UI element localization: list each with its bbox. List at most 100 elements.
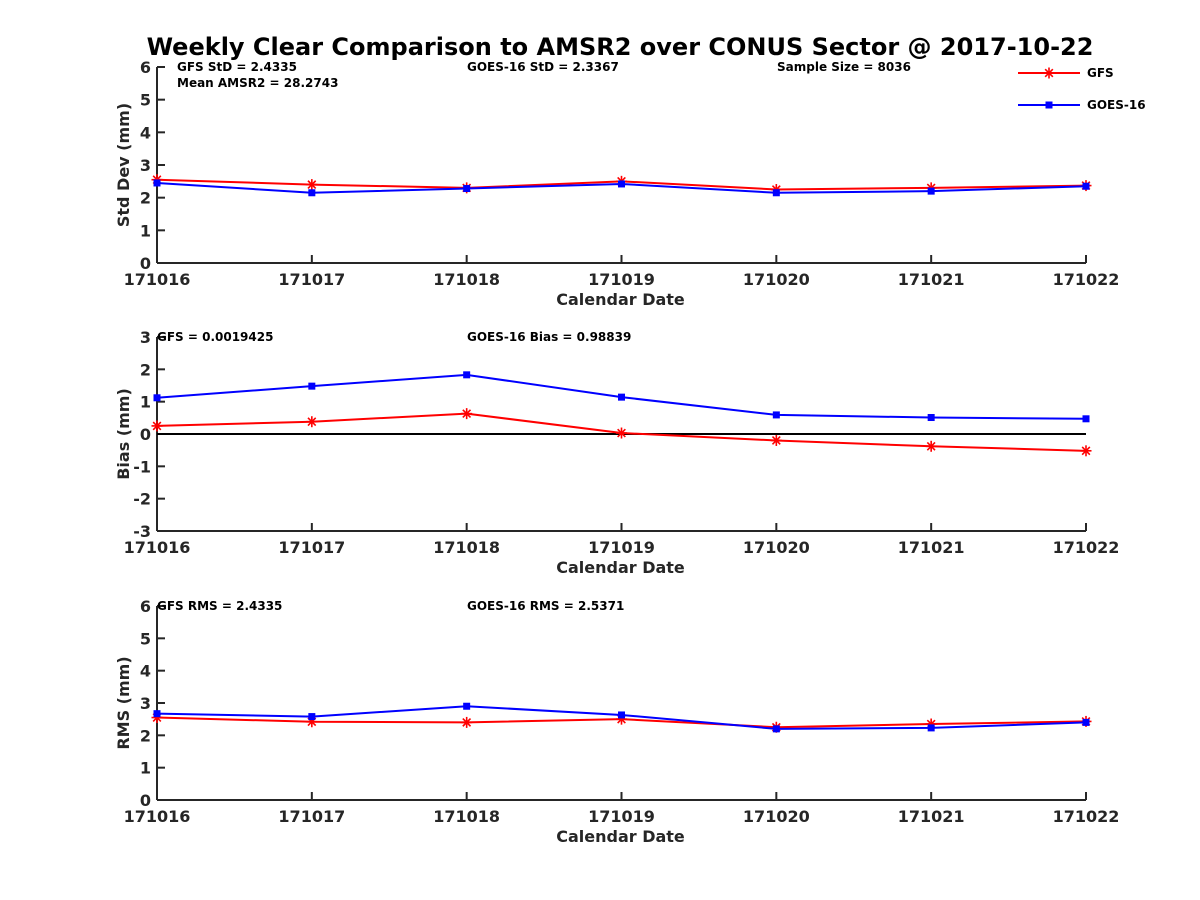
data-point xyxy=(463,371,471,379)
data-point xyxy=(153,394,161,402)
legend-entry-goes-16: GOES-16 xyxy=(1018,98,1146,112)
y-tick-label: 5 xyxy=(140,629,151,648)
data-point xyxy=(1082,182,1090,190)
stat-annotation: GFS StD = 2.4335 xyxy=(177,60,297,74)
y-tick-label: 2 xyxy=(140,189,151,208)
x-tick-label: 171019 xyxy=(588,807,655,826)
data-point xyxy=(308,713,316,721)
data-point xyxy=(463,185,471,193)
x-tick-label: 171021 xyxy=(898,538,965,557)
y-tick-label: 6 xyxy=(140,58,151,77)
y-tick-label: 4 xyxy=(140,662,151,681)
data-point-stroke xyxy=(462,717,472,727)
data-point xyxy=(618,393,625,401)
x-tick-label: 171016 xyxy=(124,807,191,826)
x-tick-label: 171017 xyxy=(278,807,345,826)
series-goes-16 xyxy=(153,371,1090,423)
y-tick-label: 4 xyxy=(140,123,151,142)
y-tick-label: 1 xyxy=(140,759,151,778)
legend-marker xyxy=(1043,67,1055,79)
data-point xyxy=(151,420,163,432)
y-tick-label: 3 xyxy=(140,694,151,713)
x-axis-label: Calendar Date xyxy=(556,558,685,577)
data-point xyxy=(616,427,627,439)
stat-annotation: Mean AMSR2 = 28.2743 xyxy=(177,76,338,90)
x-tick-label: 171019 xyxy=(588,538,655,557)
data-point xyxy=(772,411,780,419)
data-point xyxy=(308,189,316,197)
legend-entry-gfs: GFS xyxy=(1018,66,1114,80)
data-point xyxy=(461,408,473,420)
x-tick-label: 171020 xyxy=(743,538,810,557)
data-point xyxy=(1080,445,1092,457)
x-tick-label: 171018 xyxy=(433,270,500,289)
stat-annotation: Sample Size = 8036 xyxy=(777,60,911,74)
x-tick-label: 171022 xyxy=(1053,270,1120,289)
stat-annotation: GFS RMS = 2.4335 xyxy=(157,599,282,613)
x-tick-label: 171018 xyxy=(433,807,500,826)
y-tick-label: 3 xyxy=(140,156,151,175)
data-point xyxy=(925,440,937,452)
data-point-stroke xyxy=(307,180,317,190)
legend-marker-stroke xyxy=(1044,68,1054,78)
y-tick-label: -1 xyxy=(133,457,151,476)
data-point xyxy=(770,434,782,446)
x-tick-label: 171016 xyxy=(124,538,191,557)
x-tick-label: 171018 xyxy=(433,538,500,557)
data-point xyxy=(927,414,935,422)
data-point xyxy=(618,180,625,188)
y-tick-label: -2 xyxy=(133,490,151,509)
stat-annotation: GOES-16 Bias = 0.98839 xyxy=(467,330,631,344)
x-tick-label: 171017 xyxy=(278,538,345,557)
y-tick-label: 5 xyxy=(140,91,151,110)
x-tick-label: 171017 xyxy=(278,270,345,289)
y-axis-label: Std Dev (mm) xyxy=(114,103,133,227)
data-point xyxy=(772,725,780,733)
y-tick-label: 6 xyxy=(140,597,151,616)
panel-bias: -3 -2 -1 0 1 2 3 171016 171017 171018 171019 171020… xyxy=(114,328,1119,577)
stat-annotation: GFS = 0.0019425 xyxy=(157,330,273,344)
y-tick-label: 0 xyxy=(140,425,151,444)
x-axis-label: Calendar Date xyxy=(556,827,685,846)
y-axis-label: Bias (mm) xyxy=(114,388,133,480)
data-point xyxy=(1082,415,1090,423)
series-goes-16 xyxy=(153,702,1090,733)
x-tick-label: 171019 xyxy=(588,270,655,289)
data-point xyxy=(153,710,161,718)
data-point xyxy=(461,716,473,728)
panel-rms: 0 1 2 3 4 5 6 171016 171017 171018 171019 171020 171… xyxy=(114,597,1119,846)
y-tick-label: 0 xyxy=(140,254,151,273)
chart-title: Weekly Clear Comparison to AMSR2 over CO… xyxy=(147,33,1094,61)
y-tick-label: 2 xyxy=(140,360,151,379)
y-tick-label: 1 xyxy=(140,393,151,412)
panel-std-dev: 0 1 2 3 4 5 6 171016 171017 171018 171019 171020 171… xyxy=(114,58,1119,309)
data-point xyxy=(306,179,318,191)
legend-marker xyxy=(1045,101,1053,109)
data-point xyxy=(772,189,780,197)
x-axis-label: Calendar Date xyxy=(556,290,685,309)
legend-label: GFS xyxy=(1087,66,1114,80)
data-point xyxy=(618,711,625,719)
stat-annotation: GOES-16 StD = 2.3367 xyxy=(467,60,619,74)
y-tick-label: 2 xyxy=(140,726,151,745)
data-point-stroke xyxy=(307,417,317,427)
stat-annotation: GOES-16 RMS = 2.5371 xyxy=(467,599,624,613)
data-point xyxy=(308,382,316,390)
data-point xyxy=(463,702,471,710)
x-tick-label: 171016 xyxy=(124,270,191,289)
y-tick-label: 3 xyxy=(140,328,151,347)
series-gfs xyxy=(151,408,1092,457)
data-point-stroke xyxy=(462,409,472,419)
data-point xyxy=(927,187,935,195)
y-tick-label: -3 xyxy=(133,522,151,541)
data-point xyxy=(927,724,935,732)
chart-legend: GFS GOES-16 xyxy=(1018,66,1146,112)
x-tick-label: 171022 xyxy=(1053,807,1120,826)
data-point-stroke xyxy=(152,421,162,431)
x-tick-label: 171021 xyxy=(898,270,965,289)
data-point xyxy=(1082,718,1090,726)
data-point-stroke xyxy=(926,441,936,451)
series-goes-16 xyxy=(153,179,1090,197)
x-tick-label: 171022 xyxy=(1053,538,1120,557)
